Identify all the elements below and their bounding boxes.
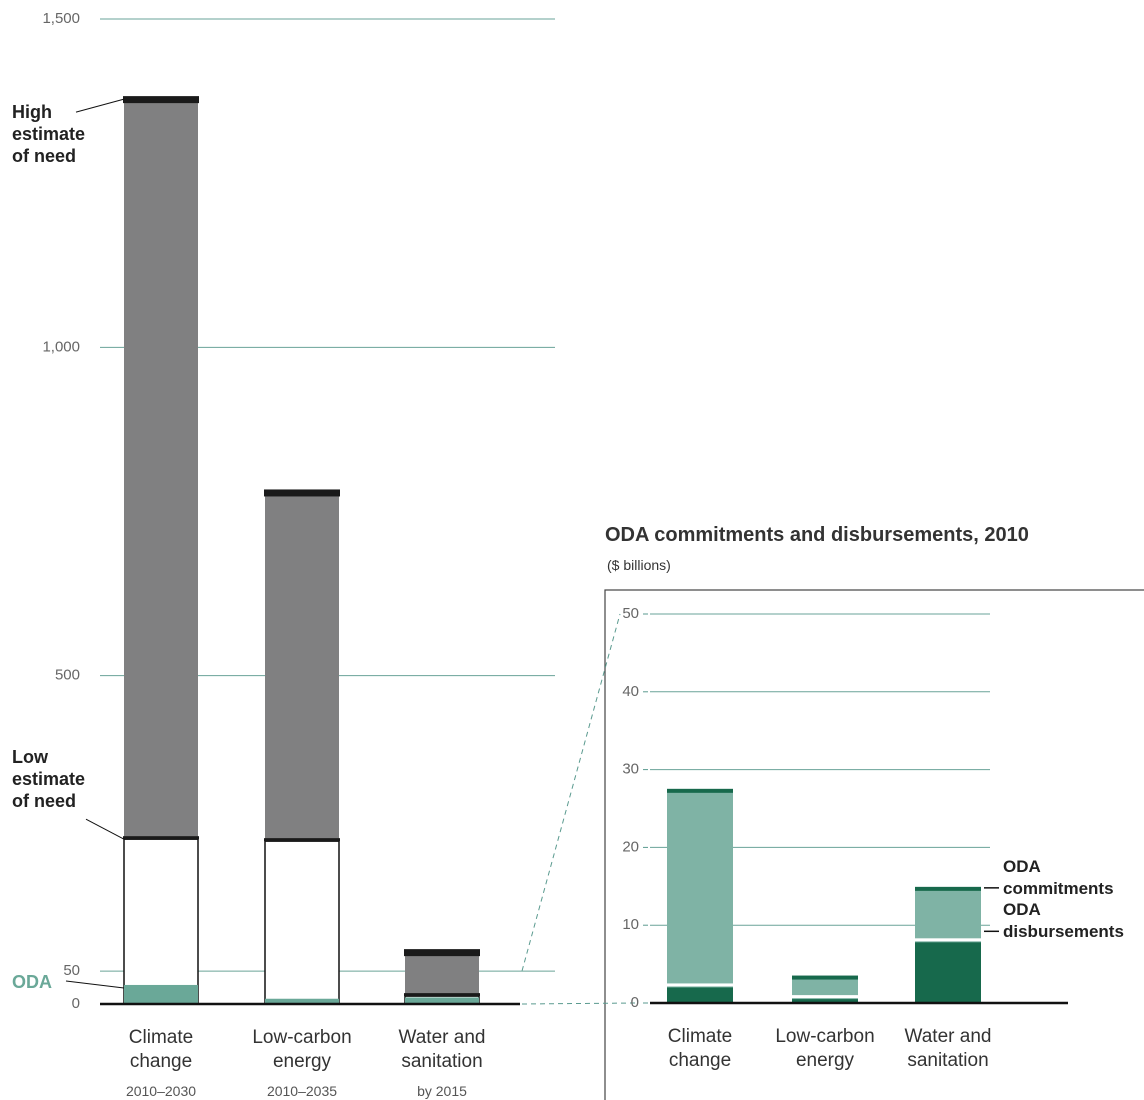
bar-cap xyxy=(264,838,340,842)
legend-label: ODA xyxy=(12,971,52,992)
bar-cap xyxy=(792,975,858,980)
y-tick-label: 50 xyxy=(622,605,639,622)
y-tick-label: 40 xyxy=(622,683,639,700)
bar-cap xyxy=(123,96,199,104)
y-tick-label: 1,000 xyxy=(42,338,80,355)
y-tick-label: 20 xyxy=(622,838,639,855)
y-tick-label: 0 xyxy=(72,995,80,1012)
bar xyxy=(124,984,198,1004)
bar xyxy=(123,838,199,1005)
inset-subtitle: ($ billions) xyxy=(607,557,671,573)
y-tick-label: 500 xyxy=(55,667,80,684)
bar xyxy=(792,999,858,1003)
bar-cap xyxy=(915,886,981,891)
zoom-connector xyxy=(521,613,621,972)
bar xyxy=(915,942,981,1003)
bar-cap xyxy=(123,836,199,840)
bar xyxy=(405,997,479,1004)
bar-cap xyxy=(667,788,733,793)
x-tick-label: Climate change xyxy=(128,1027,194,1072)
x-tick-sublabel: 2010–2035 xyxy=(266,1083,338,1099)
y-tick-label: 10 xyxy=(622,916,639,933)
y-tick-label: 30 xyxy=(622,761,639,778)
x-tick-label: Climate change xyxy=(667,1026,733,1071)
x-tick-label: Water and sanitation xyxy=(904,1026,992,1071)
legend-label: ODA disbursements xyxy=(1003,900,1124,942)
y-tick-label: 50 xyxy=(63,962,80,979)
x-tick-sublabel: 2010–2030 xyxy=(125,1083,197,1099)
bar-cap xyxy=(404,949,480,957)
bar xyxy=(667,789,733,1003)
leader-line xyxy=(75,98,125,113)
bar-cap xyxy=(264,489,340,497)
leader-line xyxy=(65,980,125,989)
legend-label: ODA commitments xyxy=(1003,856,1114,898)
bar-gap xyxy=(915,938,981,942)
y-tick-label: 1,500 xyxy=(42,10,80,27)
bar-cap xyxy=(404,993,480,997)
zoom-connector xyxy=(521,1002,636,1005)
x-tick-label: Low-carbon energy xyxy=(775,1026,875,1071)
bar xyxy=(264,840,340,1005)
legend-label: High estimate of need xyxy=(12,102,86,167)
inset-frame xyxy=(604,589,1144,1100)
x-tick-label: Water and sanitation xyxy=(398,1027,486,1072)
bar-gap xyxy=(792,995,858,999)
x-tick-label: Low-carbon energy xyxy=(252,1027,352,1072)
x-tick-sublabel: by 2015 xyxy=(417,1083,467,1099)
inset-title: ODA commitments and disbursements, 2010 xyxy=(605,524,1029,546)
legend-label: Low estimate of need xyxy=(12,747,86,812)
bar xyxy=(792,976,858,1003)
bar xyxy=(667,987,733,1003)
bar xyxy=(265,998,339,1004)
leader-line xyxy=(85,818,125,840)
y-tick-label: 0 xyxy=(631,994,639,1011)
bar-gap xyxy=(667,983,733,987)
